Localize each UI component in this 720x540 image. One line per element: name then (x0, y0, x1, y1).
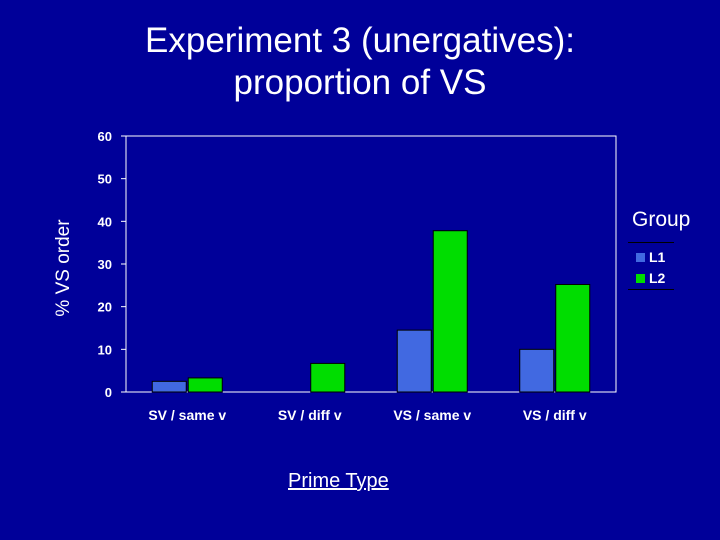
legend-item-l1: L1 (636, 249, 665, 265)
x-tick-label: VS / diff v (523, 407, 587, 423)
y-tick-label: 10 (98, 342, 112, 357)
y-axis-label: % VS order (53, 219, 74, 317)
legend-title: Group (632, 208, 691, 231)
bar-l1-3 (519, 348, 555, 393)
bar-l2-2 (432, 230, 468, 393)
bar-l2-3 (555, 283, 591, 393)
bar-l2-1 (310, 362, 346, 393)
chart-title-line-2: proportion of VS (233, 63, 487, 102)
bar-l2-0 (187, 377, 223, 393)
bar-l1-2 (396, 329, 432, 393)
y-tick-label: 40 (98, 214, 112, 229)
legend-item-l2: L2 (636, 270, 665, 286)
legend-swatch-l2 (636, 273, 645, 283)
x-tick-label: VS / same v (393, 407, 471, 423)
y-tick-label: 20 (98, 300, 112, 315)
x-tick-label: SV / same v (148, 407, 226, 423)
legend-top-rule (628, 242, 674, 243)
chart-title-line-1: Experiment 3 (unergatives): (145, 21, 575, 60)
y-tick-label: 30 (98, 257, 112, 272)
chart-title: Experiment 3 (unergatives): proportion o… (0, 20, 720, 104)
legend-swatch-l1 (636, 252, 645, 262)
x-tick-label: SV / diff v (278, 407, 342, 423)
legend-label-l2: L2 (649, 270, 666, 286)
legend-label-l1: L1 (649, 249, 666, 265)
x-axis-label: Prime Type (288, 470, 389, 492)
legend-bottom-rule (628, 289, 674, 290)
y-tick-label: 60 (98, 129, 112, 144)
bar-l1-0 (151, 380, 187, 393)
y-tick-label: 0 (105, 385, 112, 400)
y-tick-label: 50 (98, 172, 112, 187)
